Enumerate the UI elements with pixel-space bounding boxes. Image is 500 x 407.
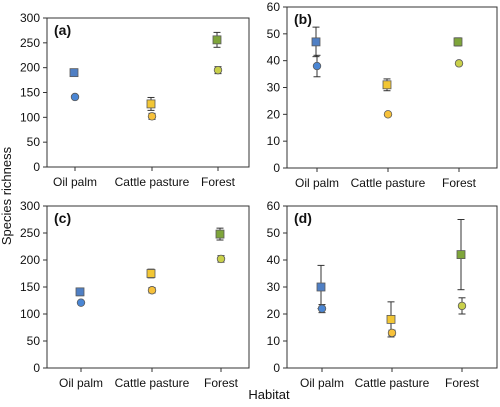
- panel-label: (d): [294, 210, 312, 226]
- x-tick-label-cattle-pasture: Cattle pasture: [355, 376, 430, 390]
- y-tick-label: 150: [20, 280, 40, 294]
- point-cattle-pasture-circle: [147, 286, 157, 295]
- x-tick-label-oil-palm: Oil palm: [300, 376, 344, 390]
- x-axis-title: Habitat: [248, 387, 290, 402]
- point-oil-palm-circle: [317, 304, 327, 313]
- point-oil-palm-square: [311, 37, 321, 47]
- y-tick-label: 100: [20, 110, 40, 124]
- point-oil-palm-circle: [76, 298, 86, 307]
- y-tick-label: 300: [20, 199, 40, 213]
- point-forest-square: [215, 229, 225, 239]
- point-oil-palm-circle: [312, 61, 322, 71]
- point-oil-palm-square: [69, 68, 79, 78]
- chart-panel-3: 0 50 100 150 200 250 300 Oil palm Cattle pasture…: [20, 199, 250, 390]
- x-tick-label-oil-palm: Oil palm: [53, 175, 97, 189]
- y-tick-label: 0: [273, 161, 280, 175]
- y-tick-label: 200: [20, 61, 40, 75]
- y-tick-label: 50: [27, 135, 41, 149]
- point-cattle-pasture-circle: [387, 328, 397, 338]
- y-tick-label: 50: [267, 226, 281, 240]
- point-forest-square: [212, 35, 222, 45]
- y-tick-label: 40: [267, 253, 281, 267]
- point-oil-palm-square: [75, 287, 85, 297]
- x-tick-label-cattle-pasture: Cattle pasture: [115, 175, 190, 189]
- y-tick-label: 50: [267, 27, 281, 41]
- x-tick-label-forest: Forest: [204, 376, 239, 390]
- x-tick-label-forest: Forest: [442, 176, 477, 190]
- y-tick-label: 20: [267, 107, 281, 121]
- y-tick-label: 10: [267, 134, 281, 148]
- y-tick-label: 0: [33, 160, 40, 174]
- point-forest-circle: [213, 65, 223, 75]
- point-oil-palm-circle: [70, 92, 80, 102]
- y-tick-label: 100: [20, 307, 40, 321]
- y-tick-label: 40: [267, 54, 281, 68]
- y-axis-title: Species richness: [0, 146, 14, 245]
- y-tick-label: 250: [20, 36, 40, 50]
- panel-label: (b): [294, 11, 312, 27]
- x-tick-label-cattle-pasture: Cattle pasture: [351, 176, 426, 190]
- x-tick-label-oil-palm: Oil palm: [295, 176, 339, 190]
- point-oil-palm-square: [316, 282, 326, 292]
- point-forest-square: [453, 37, 463, 47]
- y-tick-label: 250: [20, 226, 40, 240]
- point-forest-square: [456, 250, 466, 260]
- x-tick-label-cattle-pasture: Cattle pasture: [115, 376, 190, 390]
- y-tick-label: 300: [20, 11, 40, 25]
- plot-frame: [286, 6, 498, 169]
- chart-panel-4: 0 10 20 30 40 50 60 Oil palm Cattle pasture Fores…: [267, 199, 498, 390]
- point-cattle-pasture-square: [386, 314, 396, 324]
- chart-panel-1: 0 50 100 150 200 250 300 Oil palm Cattle pasture…: [20, 11, 250, 189]
- y-tick-label: 150: [20, 86, 40, 100]
- point-cattle-pasture-square: [146, 269, 156, 278]
- y-tick-label: 50: [27, 334, 41, 348]
- panel-label: (a): [54, 22, 71, 38]
- point-forest-circle: [216, 254, 226, 264]
- point-forest-circle: [457, 301, 467, 311]
- y-tick-label: 10: [267, 334, 281, 348]
- y-tick-label: 0: [273, 361, 280, 375]
- y-tick-label: 200: [20, 253, 40, 267]
- x-tick-label-oil-palm: Oil palm: [59, 376, 103, 390]
- point-forest-circle: [454, 59, 464, 68]
- chart-panel-2: 0 10 20 30 40 50 60 Oil palm Cattle pasture Fores…: [267, 0, 498, 190]
- y-tick-label: 60: [267, 0, 281, 14]
- y-tick-label: 30: [267, 81, 281, 95]
- y-tick-label: 0: [33, 361, 40, 375]
- y-tick-label: 60: [267, 199, 281, 213]
- y-tick-label: 20: [267, 307, 281, 321]
- panel-label: (c): [54, 210, 71, 226]
- point-cattle-pasture-circle: [147, 112, 157, 121]
- x-tick-label-forest: Forest: [445, 376, 480, 390]
- point-cattle-pasture-square: [146, 99, 156, 109]
- point-cattle-pasture-square: [382, 80, 392, 90]
- x-tick-label-forest: Forest: [201, 175, 236, 189]
- point-cattle-pasture-circle: [383, 110, 393, 119]
- y-tick-label: 30: [267, 280, 281, 294]
